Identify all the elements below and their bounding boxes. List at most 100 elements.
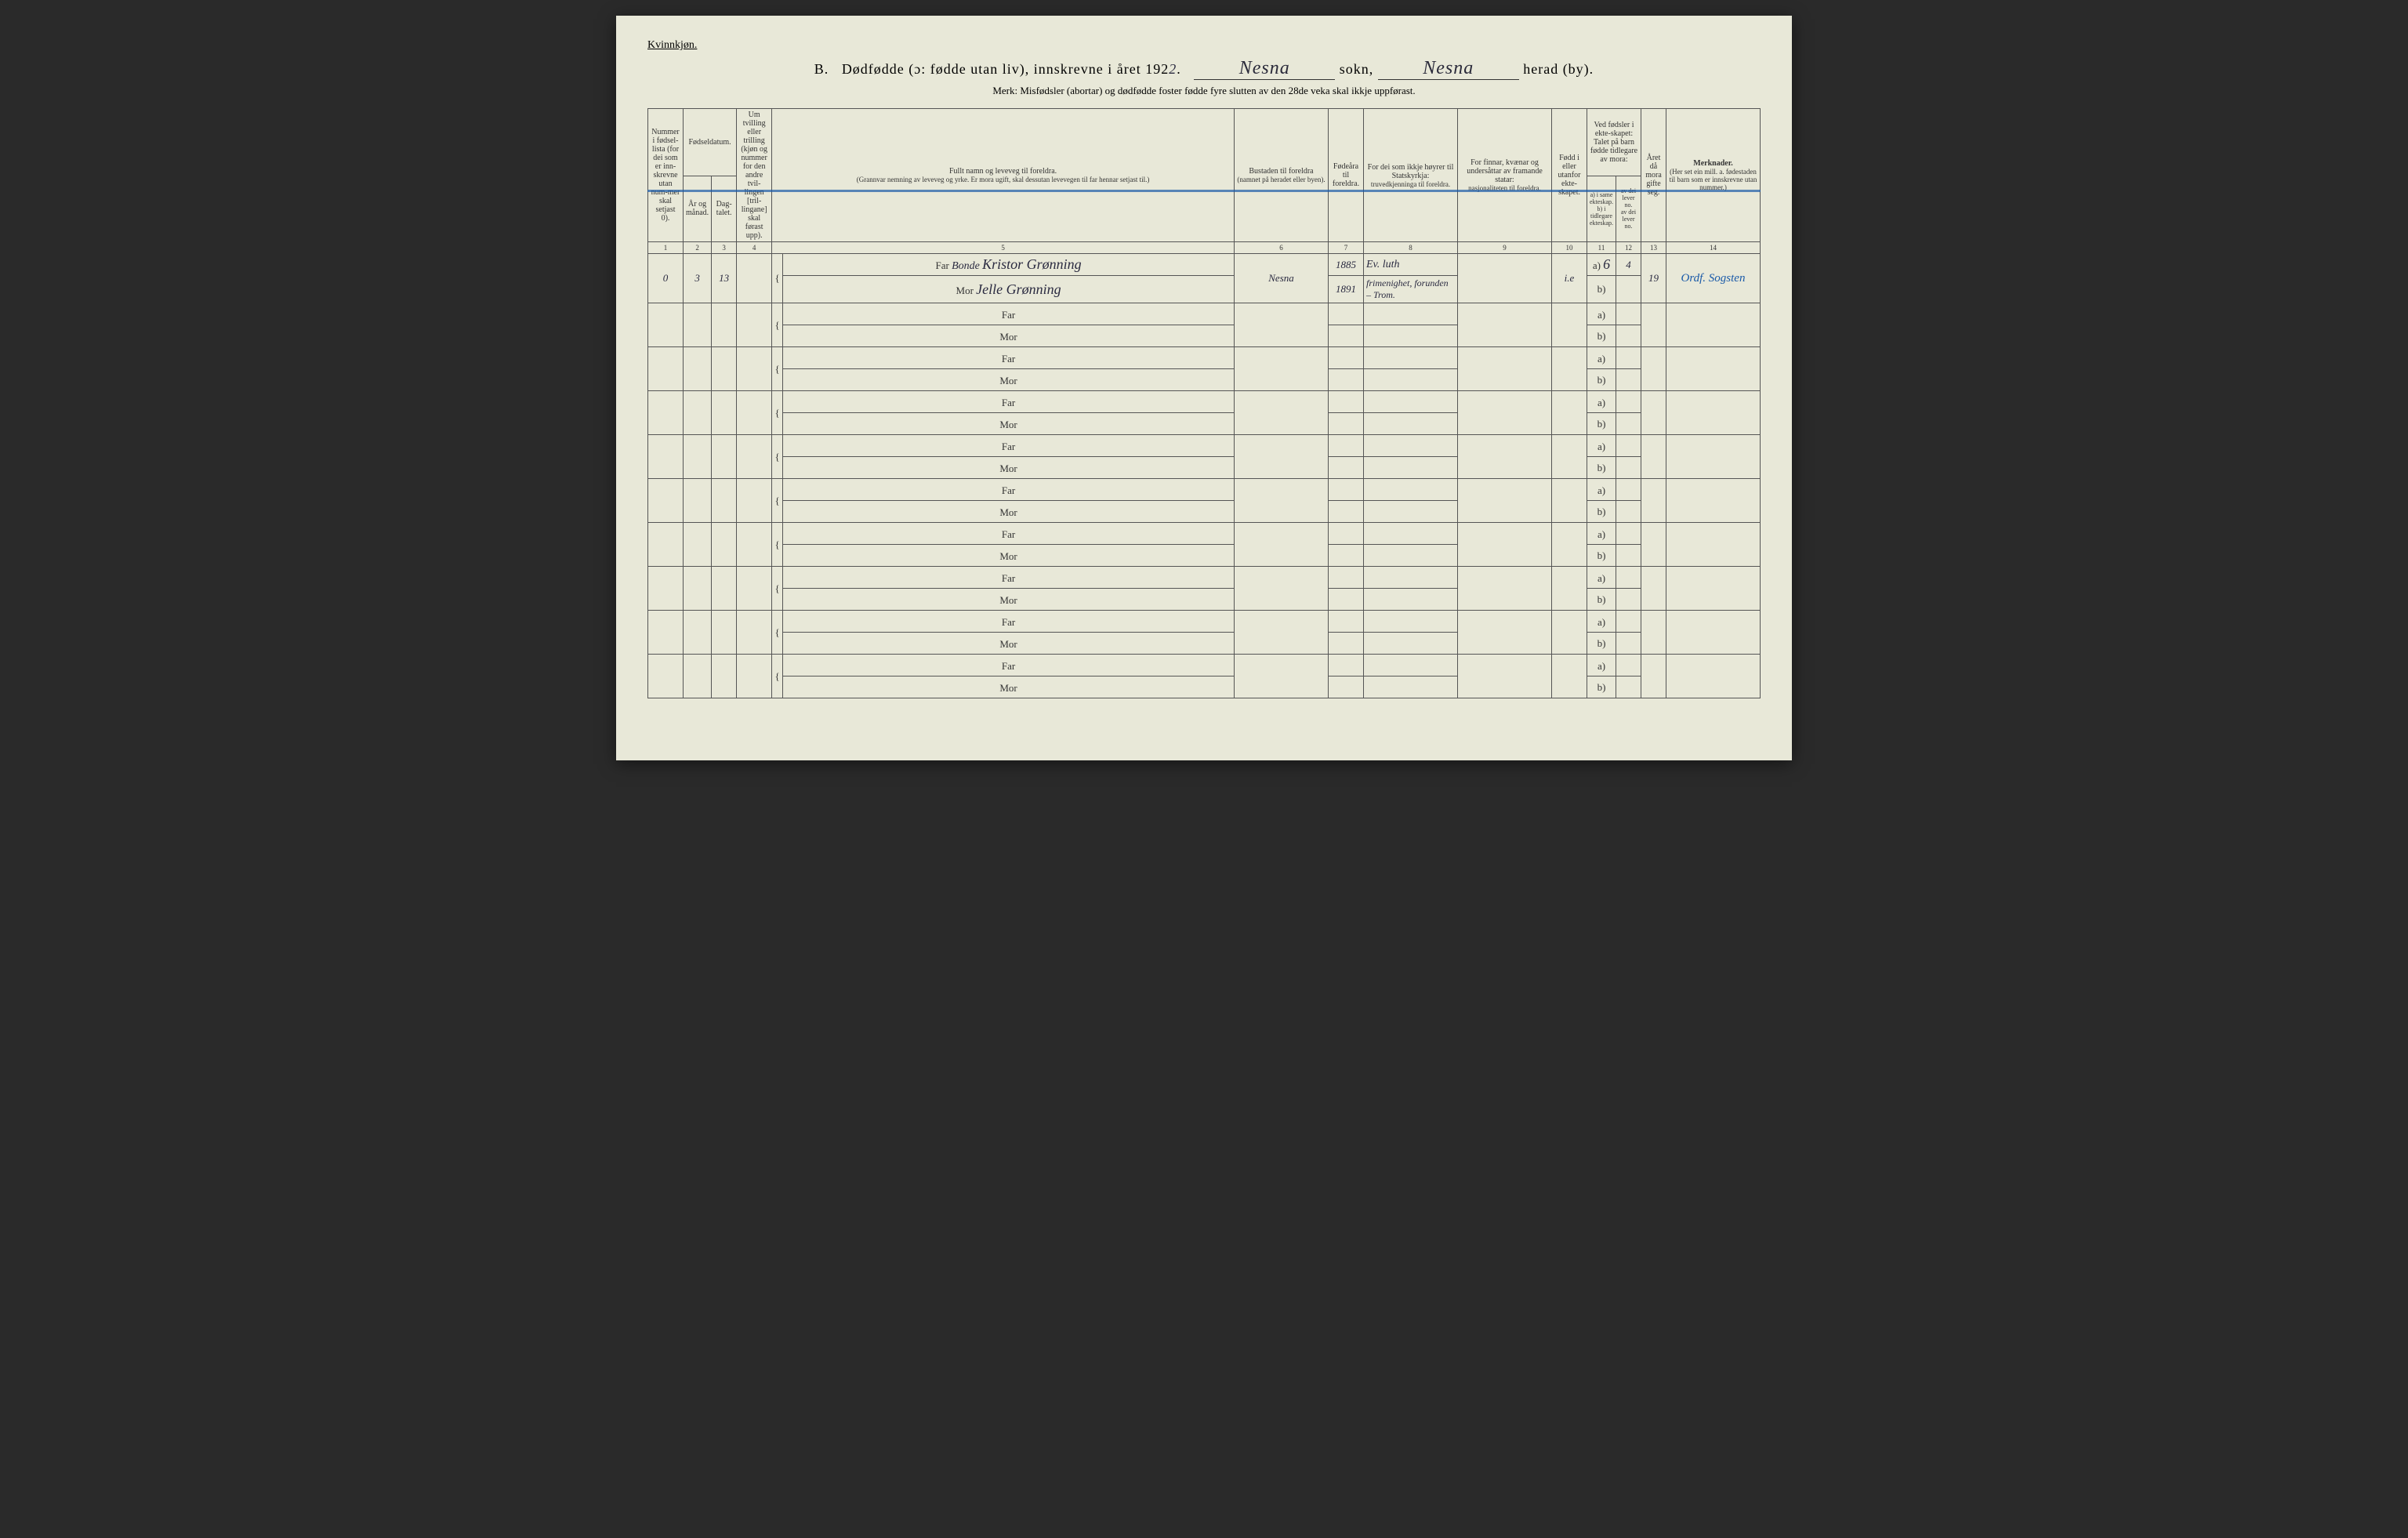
- cell-mor-name: Mor Jelle Grønning: [783, 276, 1235, 303]
- cell-month: [684, 435, 712, 479]
- cell-year-married: [1641, 303, 1666, 347]
- cell-month: [684, 391, 712, 435]
- cell-11b: b): [1587, 545, 1616, 567]
- table-row-far: { Far a): [648, 347, 1761, 369]
- herad-label: herad (by).: [1523, 61, 1594, 77]
- cell-merk: [1666, 655, 1761, 698]
- cell-far-name: Far: [783, 567, 1235, 589]
- cell-bustad: [1235, 435, 1329, 479]
- far-label: Far: [936, 259, 949, 271]
- cell-num: [648, 347, 684, 391]
- col6-header: Bustaden til foreldra (namnet på heradet…: [1235, 109, 1329, 242]
- table-row-mor: Mor b): [648, 325, 1761, 347]
- cell-11a: a): [1587, 435, 1616, 457]
- cell-ekte: [1552, 347, 1587, 391]
- cell-11b: b): [1587, 413, 1616, 435]
- col1-header: Nummer i fødsel-lista (for dei som er in…: [648, 109, 684, 242]
- table-row-far: { Far a): [648, 611, 1761, 633]
- cell-far-name: Far: [783, 655, 1235, 677]
- cell-far-rel: [1364, 347, 1458, 369]
- cell-twin: [737, 347, 772, 391]
- cell-mor-year: [1329, 589, 1364, 611]
- table-header: Nummer i fødsel-lista (for dei som er in…: [648, 109, 1761, 254]
- cell-merk: Ordf. Sogsten: [1666, 254, 1761, 303]
- cell-twin: [737, 254, 772, 303]
- cell-mor-year: [1329, 413, 1364, 435]
- table-row-mor: Mor b): [648, 457, 1761, 479]
- cell-num: 0: [648, 254, 684, 303]
- gender-label: Kvinnkjøn.: [647, 39, 1761, 52]
- cell-twin: [737, 567, 772, 611]
- mor-label: Mor: [999, 638, 1017, 650]
- cell-mor-year: [1329, 677, 1364, 698]
- cell-twin: [737, 303, 772, 347]
- table-row-mor: Mor Jelle Grønning 1891 frimenighet, for…: [648, 276, 1761, 303]
- col6-title: Bustaden til foreldra: [1237, 167, 1325, 176]
- cell-12b: [1616, 413, 1641, 435]
- table-row-far: { Far a): [648, 303, 1761, 325]
- cell-day: [712, 655, 737, 698]
- colnum: 3: [712, 242, 737, 254]
- cell-far-name: Far: [783, 611, 1235, 633]
- colnum: 9: [1458, 242, 1552, 254]
- colnum: 4: [737, 242, 772, 254]
- form-title: B. Dødfødde (ɔ: fødde utan liv), innskre…: [647, 58, 1761, 80]
- cell-day: [712, 479, 737, 523]
- cell-year-married: [1641, 567, 1666, 611]
- cell-11b: b): [1587, 589, 1616, 611]
- cell-bustad: [1235, 523, 1329, 567]
- cell-12a: 4: [1616, 254, 1641, 276]
- cell-ekte: [1552, 655, 1587, 698]
- cell-num: [648, 391, 684, 435]
- col14-title: Merknader.: [1669, 159, 1757, 168]
- cell-twin: [737, 435, 772, 479]
- cell-merk: [1666, 567, 1761, 611]
- cell-12a: [1616, 655, 1641, 677]
- cell-year-married: [1641, 347, 1666, 391]
- cell-merk: [1666, 435, 1761, 479]
- cell-mor-rel: [1364, 413, 1458, 435]
- cell-far-name: Far: [783, 347, 1235, 369]
- cell-month: [684, 567, 712, 611]
- cell-far-name: Far Bonde Kristor Grønning: [783, 254, 1235, 276]
- cell-bustad: [1235, 391, 1329, 435]
- cell-twin: [737, 655, 772, 698]
- cell-far-rel: [1364, 435, 1458, 457]
- cell-12a: [1616, 391, 1641, 413]
- cell-month: [684, 303, 712, 347]
- col12-header: av dei lever no. av dei lever no.: [1616, 176, 1641, 241]
- cell-mor-year: [1329, 457, 1364, 479]
- cell-bustad: [1235, 611, 1329, 655]
- cell-mor-name: Mor: [783, 633, 1235, 655]
- col4-header: Um tvilling eller trilling (kjøn og numm…: [737, 109, 772, 242]
- cell-bustad: Nesna: [1235, 254, 1329, 303]
- form-subtitle: Merk: Misfødsler (abortar) og dødfødde f…: [647, 85, 1761, 97]
- cell-12b: [1616, 276, 1641, 303]
- cell-nasj: [1458, 347, 1552, 391]
- cell-far-rel: [1364, 567, 1458, 589]
- cell-bustad: [1235, 567, 1329, 611]
- colnum: 2: [684, 242, 712, 254]
- cell-merk: [1666, 523, 1761, 567]
- cell-year-married: [1641, 391, 1666, 435]
- cell-11a: a): [1587, 655, 1616, 677]
- cell-merk: [1666, 391, 1761, 435]
- cell-11a: a): [1587, 611, 1616, 633]
- cell-11a: a) 6: [1587, 254, 1616, 276]
- table-row-far: { Far a): [648, 435, 1761, 457]
- cell-12a: [1616, 611, 1641, 633]
- cell-num: [648, 523, 684, 567]
- cell-day: [712, 347, 737, 391]
- mor-label: Mor: [999, 331, 1017, 343]
- title-main: Dødfødde (ɔ: fødde utan liv), innskrevne…: [842, 61, 1169, 77]
- far-label: Far: [1002, 484, 1015, 496]
- cell-day: [712, 567, 737, 611]
- col8-title: For dei som ikkje høyrer til Statskyrkja…: [1366, 163, 1455, 180]
- table-row-mor: Mor b): [648, 677, 1761, 698]
- cell-year-married: [1641, 655, 1666, 698]
- cell-mor-rel: [1364, 457, 1458, 479]
- far-occupation: Bonde: [952, 260, 980, 272]
- cell-far-year: [1329, 655, 1364, 677]
- cell-12b: [1616, 677, 1641, 698]
- cell-ekte: [1552, 391, 1587, 435]
